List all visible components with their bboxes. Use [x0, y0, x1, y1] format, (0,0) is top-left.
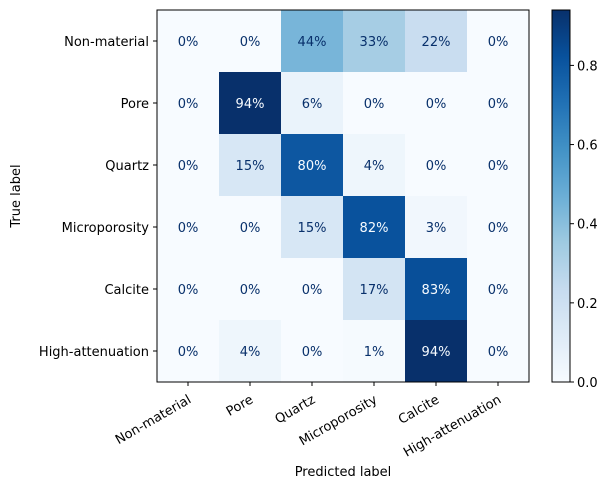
heatmap-cell: [281, 196, 343, 258]
cell-value-label: 1%: [364, 345, 385, 360]
y-tick-label: Microporosity: [62, 221, 150, 236]
y-tick-label: Non-material: [64, 35, 149, 50]
heatmap-cell: [343, 134, 405, 196]
heatmap-cell: [405, 134, 467, 196]
cell-value-label: 0%: [302, 345, 323, 360]
cell-value-label: 0%: [178, 283, 199, 298]
x-tick-label: Calcite: [396, 392, 442, 427]
cell-value-label: 0%: [488, 159, 509, 174]
heatmap-cell: [467, 72, 529, 134]
heatmap-cell: [467, 10, 529, 72]
cell-value-label: 0%: [178, 35, 199, 50]
cell-value-label: 82%: [360, 221, 389, 236]
heatmap-cell: [343, 72, 405, 134]
y-axis-ticks: Non-material Pore Quartz Microporosity Calci…: [39, 35, 157, 360]
heatmap-cell: [343, 10, 405, 72]
y-axis-title: True label: [9, 164, 24, 228]
colorbar-tick-label: 0.6: [577, 139, 598, 154]
colorbar-tick-label: 0.2: [577, 297, 598, 312]
cell-value-label: 0%: [178, 97, 199, 112]
cell-value-label: 0%: [426, 159, 447, 174]
cell-value-label: 22%: [422, 35, 451, 50]
heatmap-cell: [405, 196, 467, 258]
cell-value-label: 80%: [298, 159, 327, 174]
plot-frame: [156, 9, 530, 383]
heatmap-cell: [281, 320, 343, 382]
cell-value-label: 0%: [488, 221, 509, 236]
x-tick-label: Quartz: [273, 392, 319, 427]
cell-value-label: 0%: [488, 35, 509, 50]
cell-value-label: 0%: [364, 97, 385, 112]
cell-value-label: 0%: [488, 97, 509, 112]
colorbar-tick-label: 0.8: [577, 59, 598, 74]
colorbar-ticks: 0.0 0.2 0.4 0.6 0.8: [570, 59, 598, 391]
x-axis-title: Predicted label: [295, 465, 392, 480]
heatmap-cell: [405, 320, 467, 382]
cell-value-label: 0%: [178, 345, 199, 360]
heatmap-cell: [343, 258, 405, 320]
cell-value-label: 0%: [240, 221, 261, 236]
heatmap-cell: [405, 258, 467, 320]
heatmap-cell: [219, 196, 281, 258]
cell-value-label: 4%: [240, 345, 261, 360]
heatmap-cell: [343, 196, 405, 258]
heatmap-cell: [219, 134, 281, 196]
heatmap-cell: [467, 196, 529, 258]
heatmap-cell: [219, 258, 281, 320]
cell-value-label: 0%: [302, 283, 323, 298]
cell-value-label: 0%: [488, 283, 509, 298]
cell-value-label: 94%: [422, 345, 451, 360]
cell-value-labels: 0% 0% 44% 33% 22% 0% 0% 94% 6% 0% 0% 0% 0% 15% 80% 4% 0%…: [178, 35, 509, 360]
cell-value-label: 0%: [426, 97, 447, 112]
colorbar: [551, 9, 571, 383]
cell-value-label: 6%: [302, 97, 323, 112]
heatmap-cell: [157, 10, 219, 72]
heatmap-cell: [157, 196, 219, 258]
heatmap-cell: [157, 258, 219, 320]
cell-value-label: 44%: [298, 35, 327, 50]
x-tick-label: Non-material: [113, 392, 194, 447]
cell-value-label: 83%: [422, 283, 451, 298]
cell-value-label: 0%: [240, 35, 261, 50]
heatmap-cell: [219, 10, 281, 72]
cell-value-label: 0%: [488, 345, 509, 360]
heatmap-cell: [281, 258, 343, 320]
heatmap-cell: [219, 320, 281, 382]
heatmap-cell: [281, 72, 343, 134]
heatmap-cell: [219, 72, 281, 134]
colorbar-tick-label: 0.4: [577, 218, 598, 233]
cell-value-label: 4%: [364, 159, 385, 174]
y-tick-label: Calcite: [104, 283, 149, 298]
cell-value-label: 15%: [298, 221, 327, 236]
cell-value-label: 15%: [236, 159, 265, 174]
heatmap-cell: [405, 10, 467, 72]
x-tick-label: Pore: [224, 392, 256, 419]
heatmap-cell: [157, 134, 219, 196]
y-tick-label: High-attenuation: [39, 345, 149, 360]
heatmap-cell: [281, 10, 343, 72]
cell-value-label: 3%: [426, 221, 447, 236]
cell-value-label: 17%: [360, 283, 389, 298]
cell-value-label: 94%: [236, 97, 265, 112]
y-tick-label: Quartz: [105, 159, 149, 174]
cell-value-label: 33%: [360, 35, 389, 50]
heatmap-cell: [343, 320, 405, 382]
cell-value-label: 0%: [178, 221, 199, 236]
heatmap-cells: [157, 10, 529, 382]
y-tick-label: Pore: [121, 97, 149, 112]
heatmap-cell: [281, 134, 343, 196]
heatmap-cell: [157, 320, 219, 382]
colorbar-tick-label: 0.0: [577, 376, 598, 391]
heatmap-cell: [467, 320, 529, 382]
cell-value-label: 0%: [178, 159, 199, 174]
cell-value-label: 0%: [240, 283, 261, 298]
heatmap-cell: [467, 134, 529, 196]
heatmap-cell: [467, 258, 529, 320]
heatmap-cell: [157, 72, 219, 134]
heatmap-cell: [405, 72, 467, 134]
